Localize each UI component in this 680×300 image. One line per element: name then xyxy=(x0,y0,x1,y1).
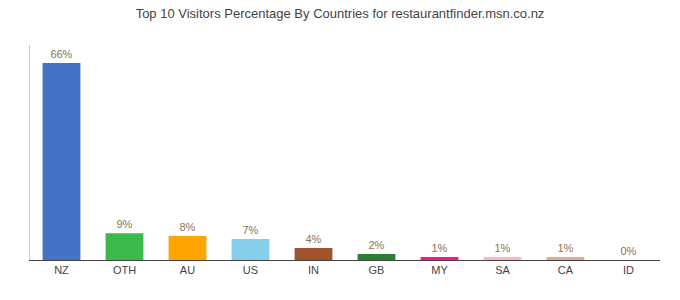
svg-text:1%: 1% xyxy=(494,242,510,254)
svg-text:0%: 0% xyxy=(620,245,636,257)
svg-text:MY: MY xyxy=(431,264,448,276)
svg-text:66%: 66% xyxy=(50,48,72,60)
svg-text:4%: 4% xyxy=(305,233,321,245)
svg-text:2%: 2% xyxy=(368,239,384,251)
svg-text:IN: IN xyxy=(308,264,319,276)
svg-text:SA: SA xyxy=(495,264,510,276)
svg-text:8%: 8% xyxy=(179,221,195,233)
svg-text:AU: AU xyxy=(180,264,195,276)
svg-text:NZ: NZ xyxy=(54,264,69,276)
svg-text:9%: 9% xyxy=(116,218,132,230)
svg-text:Top 10 Visitors Percentage By: Top 10 Visitors Percentage By Countries … xyxy=(136,6,545,21)
svg-text:OTH: OTH xyxy=(113,264,136,276)
svg-text:ID: ID xyxy=(623,264,634,276)
svg-text:US: US xyxy=(243,264,258,276)
svg-text:CA: CA xyxy=(558,264,574,276)
svg-text:1%: 1% xyxy=(431,242,447,254)
svg-text:1%: 1% xyxy=(557,242,573,254)
svg-text:7%: 7% xyxy=(242,224,258,236)
svg-text:GB: GB xyxy=(369,264,385,276)
